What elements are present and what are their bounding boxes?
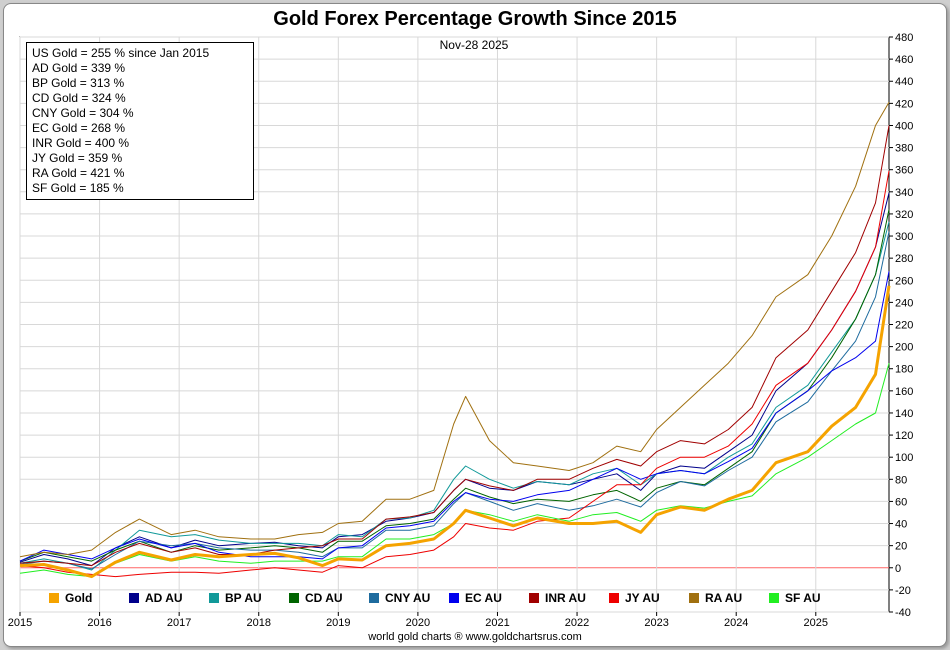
stats-box: US Gold = 255 % since Jan 2015 AD Gold =… [26,42,254,200]
x-tick-label: 2021 [485,617,509,629]
x-tick-label: 2025 [804,617,828,629]
y-tick-label: 420 [895,98,913,110]
stats-line: RA Gold = 421 % [32,166,125,180]
x-tick-label: 2015 [8,617,32,629]
y-tick-label: 300 [895,231,913,243]
legend-label: CD AU [305,591,343,605]
series-line-bp-au [19,221,890,571]
stats-line: JY Gold = 359 % [32,151,123,165]
legend-label: RA AU [705,591,742,605]
x-tick-label: 2022 [565,617,589,629]
series-line-ec-au [19,271,890,562]
legend-swatch [289,593,299,603]
y-tick-label: 0 [895,563,901,575]
y-tick-label: -40 [895,607,911,619]
legend-swatch [689,593,699,603]
y-tick-label: 80 [895,474,907,486]
stats-line: EC Gold = 268 % [32,121,126,135]
x-tick-label: 2016 [87,617,111,629]
y-tick-label: 280 [895,253,913,265]
y-tick-label: 100 [895,452,913,464]
series-line-gold [19,285,891,579]
legend-label: BP AU [225,591,262,605]
x-tick-label: 2024 [724,617,748,629]
legend-label: SF AU [785,591,821,605]
legend-swatch [609,593,619,603]
x-tick-label: 2018 [246,617,270,629]
y-tick-label: 360 [895,165,913,177]
legend-label: Gold [65,591,92,605]
y-tick-label: 460 [895,54,913,66]
legend-label: EC AU [465,591,502,605]
legend-swatch [209,593,219,603]
y-tick-label: -20 [895,585,911,597]
stats-line: CD Gold = 324 % [32,91,126,105]
legend-label: INR AU [545,591,586,605]
stats-line: BP Gold = 313 % [32,76,125,90]
series-line-inr-au [19,125,890,567]
y-tick-label: 200 [895,342,913,354]
y-tick-label: 480 [895,32,913,44]
y-tick-label: 320 [895,209,913,221]
x-tick-label: 2020 [406,617,430,629]
legend-swatch [49,593,59,603]
series-line-jy-au [19,170,890,578]
legend-swatch [129,593,139,603]
y-tick-label: 120 [895,430,913,442]
legend-label: CNY AU [385,591,430,605]
stats-line: AD Gold = 339 % [32,61,126,75]
footer-credit: world gold charts ® www.goldchartsrus.co… [368,631,582,643]
legend-swatch [769,593,779,603]
y-tick-label: 40 [895,519,907,531]
x-tick-label: 2017 [167,617,191,629]
chart-frame: Gold Forex Percentage Growth Since 2015 … [3,3,947,647]
y-tick-label: 220 [895,320,913,332]
x-tick-label: 2019 [326,617,350,629]
stats-line: SF Gold = 185 % [32,181,124,195]
y-tick-label: 400 [895,120,913,132]
stats-line: CNY Gold = 304 % [32,106,134,120]
stats-line: INR Gold = 400 % [32,136,130,150]
date-stamp: Nov-28 2025 [439,38,509,52]
y-tick-label: 180 [895,364,913,376]
y-tick-label: 20 [895,541,907,553]
series-line-cny-au [19,231,890,570]
chart-title: Gold Forex Percentage Growth Since 2015 [273,8,677,30]
stats-line: US Gold = 255 % since Jan 2015 [32,46,210,60]
y-tick-label: 240 [895,297,913,309]
legend-swatch [449,593,459,603]
legend-swatch [529,593,539,603]
legend-label: JY AU [625,591,660,605]
y-tick-label: 60 [895,496,907,508]
y-tick-label: 380 [895,143,913,155]
y-tick-label: 340 [895,187,913,199]
y-tick-label: 260 [895,275,913,287]
legend-label: AD AU [145,591,183,605]
y-tick-label: 440 [895,76,913,88]
x-tick-label: 2023 [644,617,668,629]
series-line-ra-au [19,101,890,558]
y-tick-label: 160 [895,386,913,398]
y-tick-label: 140 [895,408,913,420]
legend-swatch [369,593,379,603]
